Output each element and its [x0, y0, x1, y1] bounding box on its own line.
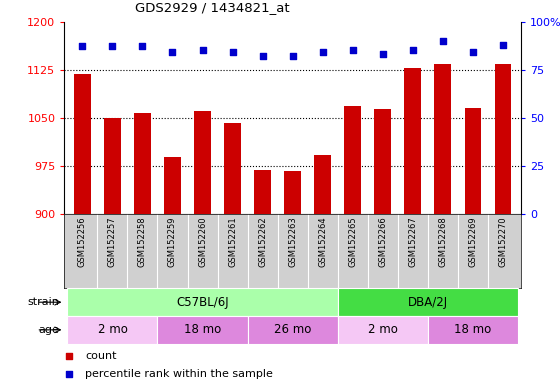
Bar [284, 170, 301, 214]
Text: 18 mo: 18 mo [184, 323, 221, 336]
Text: strain: strain [27, 297, 59, 307]
Text: GSM152263: GSM152263 [288, 217, 297, 267]
Bar [225, 122, 241, 214]
Text: GSM152270: GSM152270 [498, 217, 507, 267]
Bar [494, 65, 511, 214]
Text: GSM152265: GSM152265 [348, 217, 357, 267]
Point [78, 43, 87, 50]
Text: GSM152258: GSM152258 [138, 217, 147, 267]
Bar [375, 109, 391, 214]
Bar [464, 108, 481, 214]
Point [258, 53, 267, 59]
Point [228, 49, 237, 55]
Text: count: count [85, 351, 116, 361]
Text: 2 mo: 2 mo [368, 323, 398, 336]
Text: GSM152266: GSM152266 [378, 217, 387, 267]
Bar [67, 288, 338, 316]
Text: percentile rank within the sample: percentile rank within the sample [85, 369, 273, 379]
Bar [134, 113, 151, 214]
Text: 26 mo: 26 mo [274, 323, 311, 336]
Text: age: age [38, 325, 59, 335]
Bar [104, 118, 121, 214]
Point [498, 41, 507, 48]
Bar [164, 157, 181, 214]
Text: GSM152256: GSM152256 [78, 217, 87, 267]
Text: GSM152257: GSM152257 [108, 217, 117, 267]
Point [138, 43, 147, 50]
Bar [248, 316, 338, 344]
Point [348, 47, 357, 53]
Text: 2 mo: 2 mo [97, 323, 127, 336]
Text: 18 mo: 18 mo [454, 323, 491, 336]
Bar [338, 316, 428, 344]
Bar [435, 65, 451, 214]
Point [330, 269, 339, 275]
Text: DBA/2J: DBA/2J [408, 296, 448, 309]
Text: GSM152259: GSM152259 [168, 217, 177, 267]
Text: GSM152261: GSM152261 [228, 217, 237, 267]
Point [198, 47, 207, 53]
Point [378, 51, 387, 57]
Bar [157, 316, 248, 344]
Point [108, 43, 117, 50]
Bar [254, 170, 271, 214]
Point [330, 104, 339, 110]
Point [438, 38, 447, 44]
Text: GSM152264: GSM152264 [318, 217, 327, 267]
Text: C57BL/6J: C57BL/6J [176, 296, 229, 309]
Point [288, 53, 297, 59]
Bar [194, 111, 211, 214]
Text: GDS2929 / 1434821_at: GDS2929 / 1434821_at [136, 1, 290, 14]
Bar [314, 155, 331, 214]
Point [468, 49, 477, 55]
Text: GSM152260: GSM152260 [198, 217, 207, 267]
Bar [67, 316, 157, 344]
Bar [338, 288, 518, 316]
Point [408, 47, 417, 53]
Point [168, 49, 177, 55]
Bar [74, 74, 91, 214]
Bar [428, 316, 518, 344]
Text: GSM152267: GSM152267 [408, 217, 417, 267]
Text: GSM152262: GSM152262 [258, 217, 267, 267]
Bar [344, 106, 361, 214]
Bar [404, 68, 421, 214]
Text: GSM152269: GSM152269 [468, 217, 477, 267]
Text: GSM152268: GSM152268 [438, 217, 447, 267]
Point [318, 49, 327, 55]
